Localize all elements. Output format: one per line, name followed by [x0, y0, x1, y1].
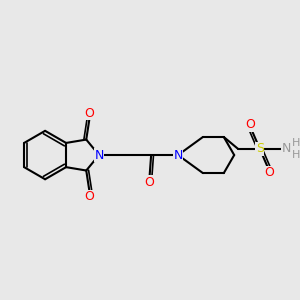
Text: O: O [264, 167, 274, 179]
Text: O: O [145, 176, 154, 189]
Text: O: O [246, 118, 256, 131]
Text: S: S [256, 142, 264, 155]
Text: N: N [281, 142, 291, 155]
Text: O: O [85, 107, 94, 120]
Text: N: N [173, 148, 183, 161]
Text: H: H [292, 150, 300, 160]
Text: H: H [292, 138, 300, 148]
Text: O: O [85, 190, 94, 203]
Text: N: N [94, 148, 104, 161]
